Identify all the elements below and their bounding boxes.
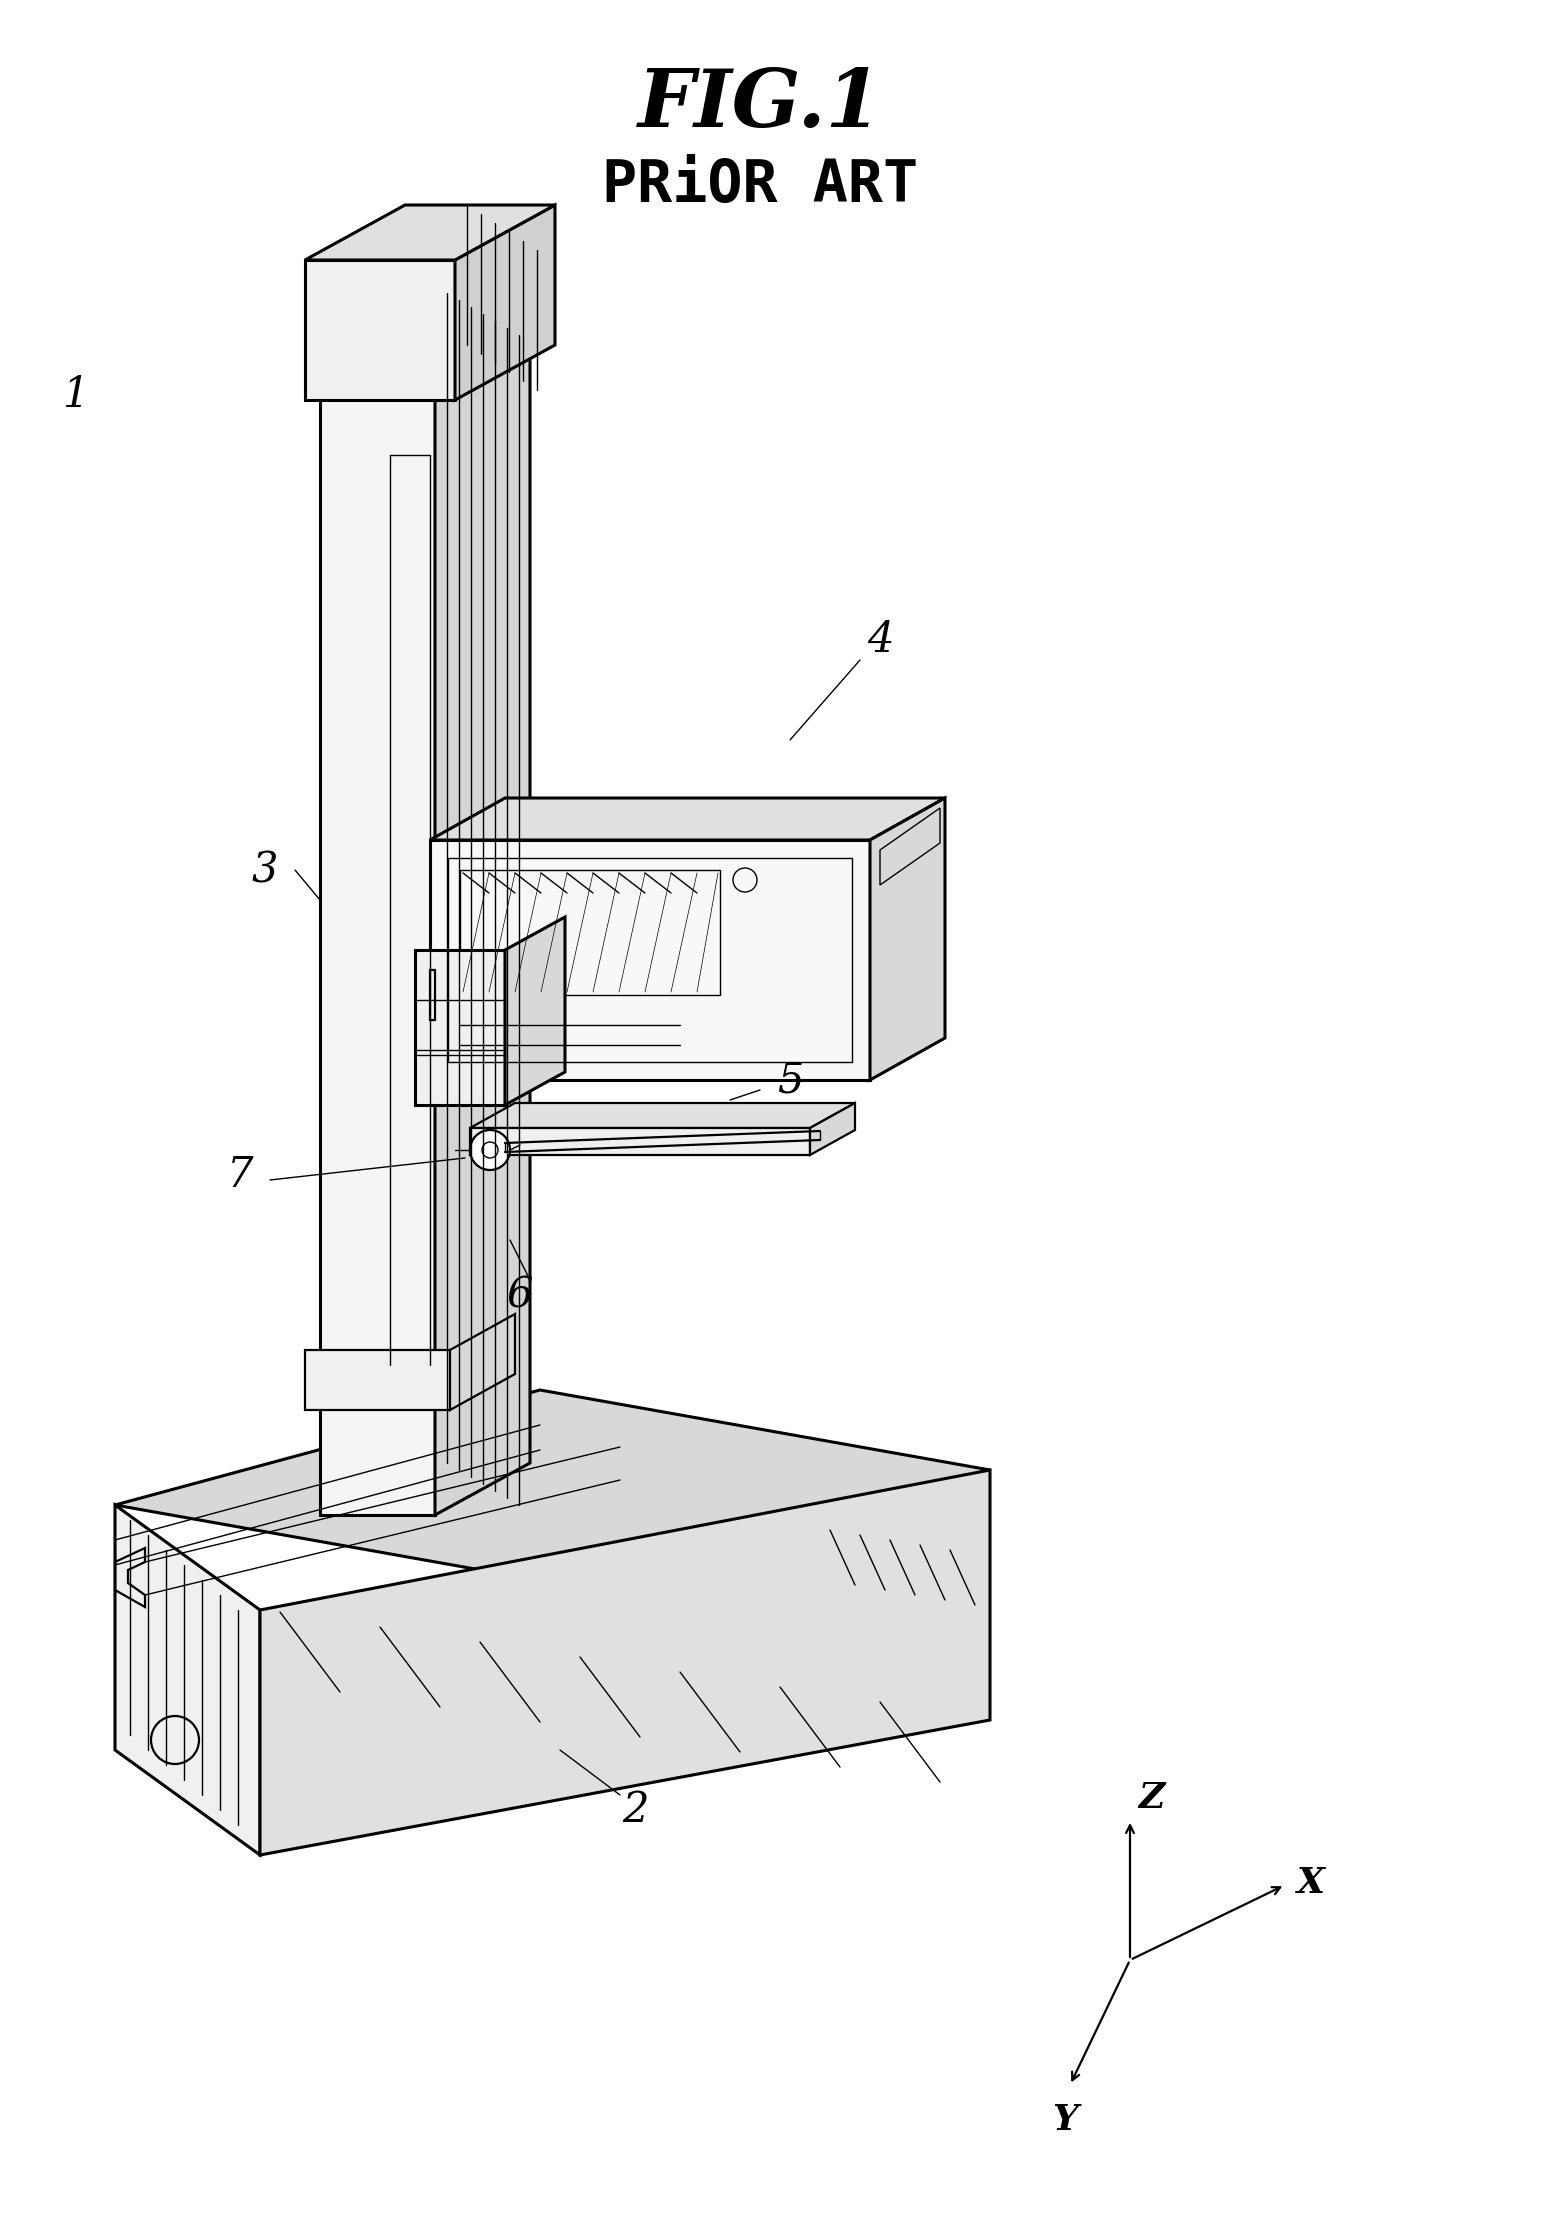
Text: PRiOR ART: PRiOR ART — [603, 156, 918, 214]
Polygon shape — [470, 1104, 854, 1129]
Polygon shape — [810, 1104, 854, 1155]
Polygon shape — [870, 797, 946, 1080]
Text: 2: 2 — [621, 1790, 649, 1832]
Text: 7: 7 — [227, 1153, 253, 1195]
Text: FIG.1: FIG.1 — [638, 67, 882, 145]
Polygon shape — [505, 917, 565, 1104]
Polygon shape — [454, 205, 555, 401]
Polygon shape — [304, 1349, 450, 1409]
Polygon shape — [320, 294, 530, 345]
Text: 5: 5 — [777, 1060, 803, 1102]
Text: Y: Y — [1052, 2104, 1078, 2137]
Polygon shape — [430, 971, 436, 1020]
Circle shape — [470, 1131, 510, 1171]
Polygon shape — [114, 1505, 260, 1854]
Polygon shape — [320, 345, 436, 1516]
Polygon shape — [304, 205, 555, 260]
Polygon shape — [436, 294, 530, 1516]
Polygon shape — [430, 797, 946, 839]
Text: Z: Z — [1139, 1781, 1165, 1814]
Text: 3: 3 — [252, 848, 278, 890]
Polygon shape — [114, 1389, 990, 1585]
Polygon shape — [416, 951, 505, 1104]
Polygon shape — [450, 1313, 514, 1409]
Text: 6: 6 — [507, 1273, 533, 1316]
Text: 4: 4 — [867, 619, 893, 661]
Polygon shape — [260, 1469, 990, 1854]
Text: X: X — [1296, 1865, 1326, 1901]
Polygon shape — [430, 839, 870, 1080]
Polygon shape — [470, 1129, 810, 1155]
Polygon shape — [304, 260, 454, 401]
Text: 1: 1 — [62, 374, 88, 416]
